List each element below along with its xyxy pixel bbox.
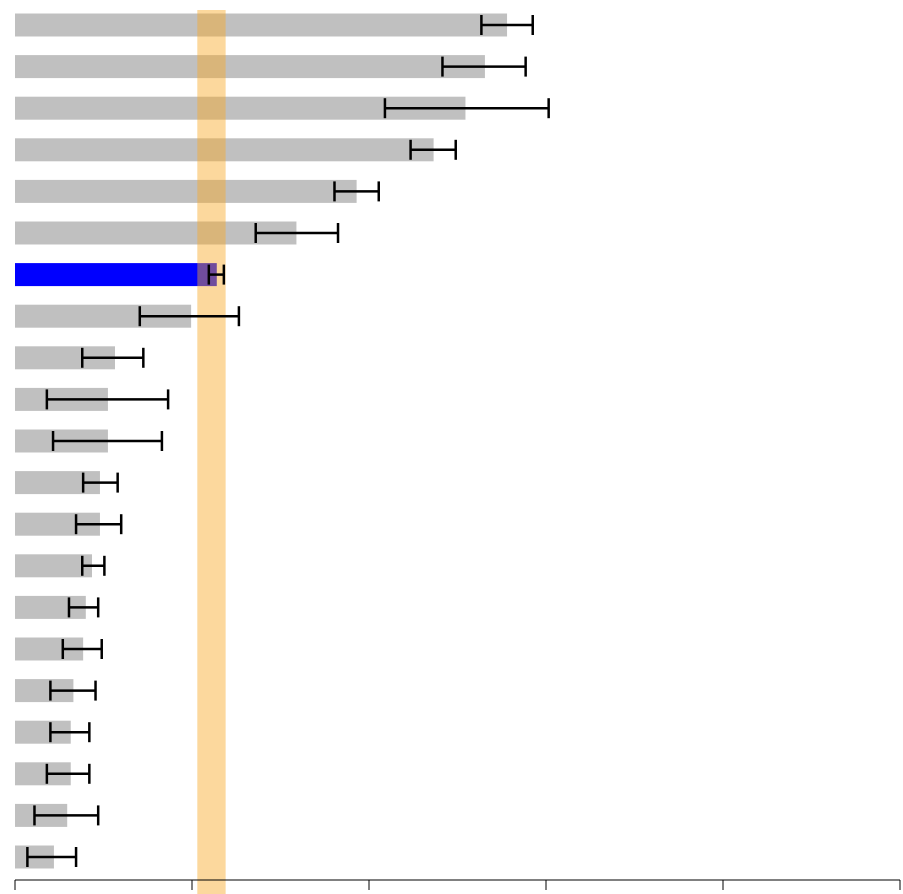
error-bar <box>254 223 340 243</box>
error-bar <box>480 15 534 35</box>
bar <box>15 55 485 79</box>
bar <box>15 679 74 703</box>
bar <box>15 304 192 328</box>
error-bar <box>441 56 527 77</box>
error-bar <box>81 555 106 576</box>
error-bar <box>81 472 119 493</box>
error-bar <box>409 139 457 160</box>
bar <box>15 96 466 120</box>
bar <box>15 720 71 744</box>
error-bar <box>207 264 226 285</box>
error-bar <box>333 181 380 202</box>
bars-layer <box>15 13 508 869</box>
highlight-band <box>197 10 226 894</box>
bar <box>15 554 92 578</box>
error-bar <box>26 847 78 867</box>
error-bar <box>138 306 241 327</box>
error-bar <box>49 680 97 701</box>
error-bar <box>383 98 550 119</box>
error-bars-layer <box>26 15 550 867</box>
bar <box>15 179 357 203</box>
error-bar <box>74 514 123 535</box>
error-bar <box>67 597 100 618</box>
highlighted-bar <box>15 263 217 287</box>
bar <box>15 13 508 37</box>
highlight-band-layer <box>197 10 226 894</box>
bar <box>15 138 434 162</box>
error-bar <box>33 805 100 826</box>
error-bar <box>61 639 103 659</box>
error-bar <box>81 347 145 368</box>
x-axis <box>14 879 901 890</box>
bar <box>15 471 100 495</box>
bar <box>15 346 116 370</box>
error-bar <box>45 763 91 784</box>
error-bar <box>51 431 164 451</box>
error-bar <box>49 722 91 743</box>
bar <box>15 762 71 786</box>
bar <box>15 637 84 661</box>
error-bar <box>45 389 170 410</box>
bar <box>15 512 100 536</box>
bar <box>15 221 297 245</box>
